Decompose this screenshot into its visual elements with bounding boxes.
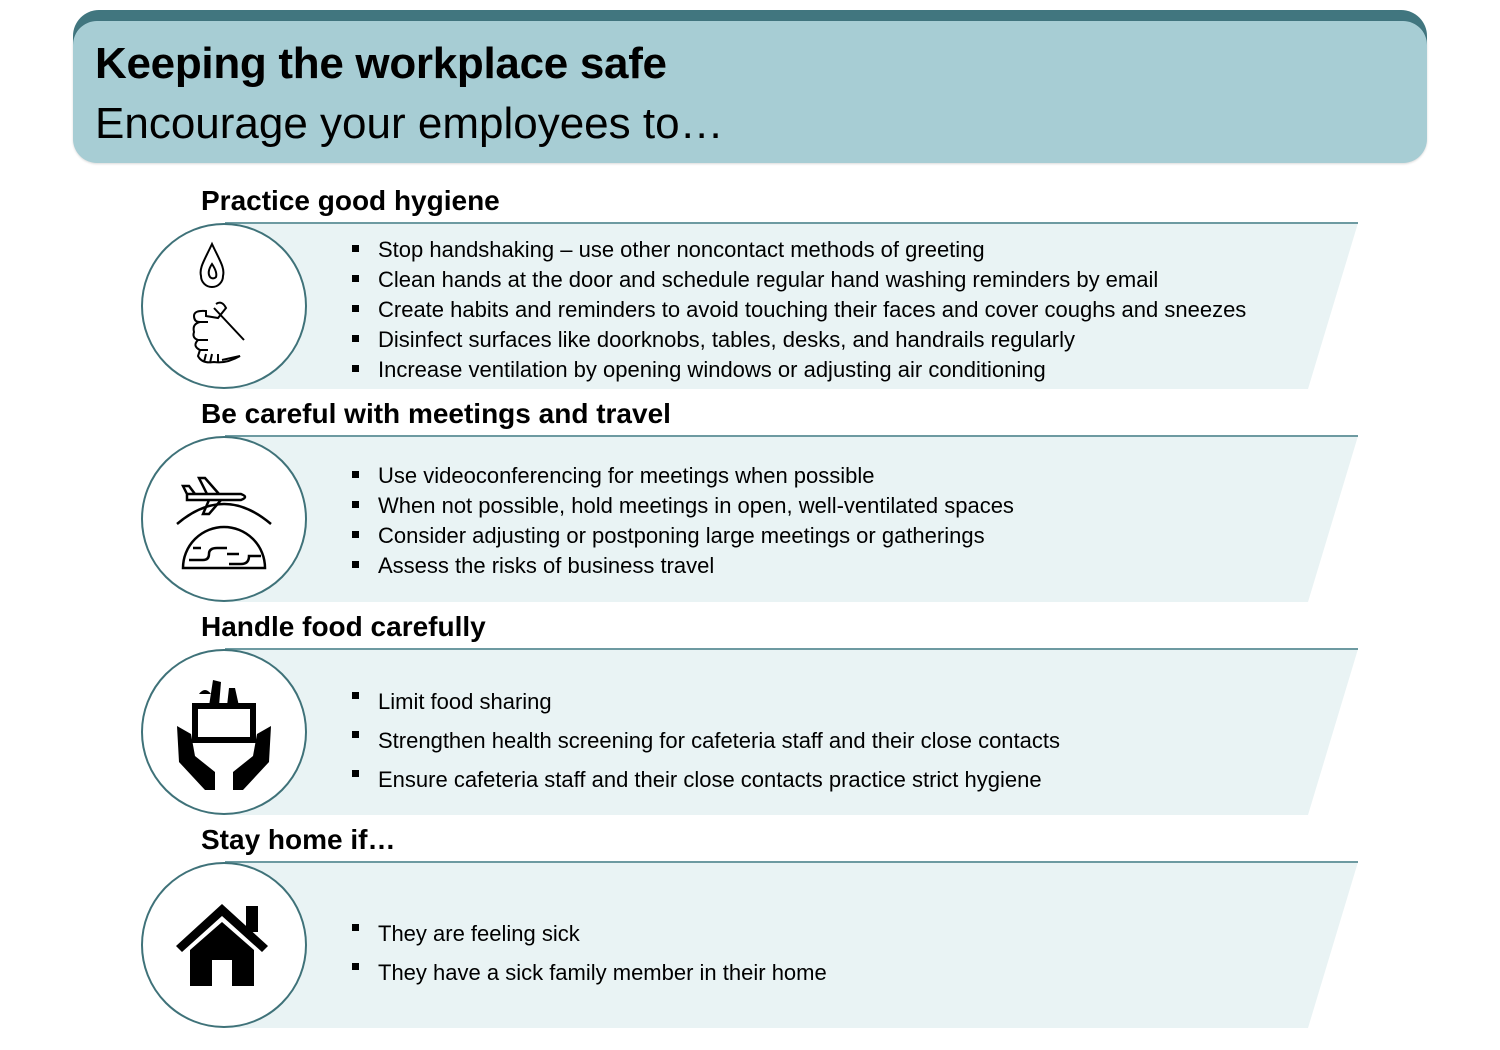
section-title: Stay home if… <box>201 824 396 855</box>
bullet-list: They are feeling sick They have a sick f… <box>352 914 827 992</box>
list-item: When not possible, hold meetings in open… <box>352 491 1014 521</box>
divider <box>225 648 1358 650</box>
section-food: Handle food carefully Limit food sharing… <box>0 611 1500 824</box>
section-stay-home: Stay home if… They are feeling sick They… <box>0 824 1500 1037</box>
list-item: Strengthen health screening for cafeteri… <box>352 721 1060 760</box>
food-hands-icon <box>141 649 307 815</box>
divider <box>225 435 1358 437</box>
list-item: They have a sick family member in their … <box>352 953 827 992</box>
section-hygiene: Practice good hygiene Stop handshaking –… <box>0 185 1500 398</box>
list-item: Clean hands at the door and schedule reg… <box>352 265 1246 295</box>
house-icon <box>141 862 307 1028</box>
divider <box>225 861 1358 863</box>
list-item: Ensure cafeteria staff and their close c… <box>352 760 1060 799</box>
list-item: Use videoconferencing for meetings when … <box>352 461 1014 491</box>
list-item: Consider adjusting or postponing large m… <box>352 521 1014 551</box>
section-band <box>225 649 1358 815</box>
section-band <box>225 862 1358 1028</box>
list-item: Limit food sharing <box>352 682 1060 721</box>
list-item: Assess the risks of business travel <box>352 551 1014 581</box>
list-item: Stop handshaking – use other noncontact … <box>352 235 1246 265</box>
list-item: Create habits and reminders to avoid tou… <box>352 295 1246 325</box>
bullet-list: Use videoconferencing for meetings when … <box>352 461 1014 581</box>
list-item: Disinfect surfaces like doorknobs, table… <box>352 325 1246 355</box>
divider <box>225 222 1358 224</box>
handwashing-icon <box>141 223 307 389</box>
airplane-globe-icon <box>141 436 307 602</box>
section-band <box>225 436 1358 602</box>
list-item: They are feeling sick <box>352 914 827 953</box>
page-title: Keeping the workplace safe <box>95 39 667 88</box>
page-subtitle: Encourage your employees to… <box>95 99 724 148</box>
bullet-list: Limit food sharing Strengthen health scr… <box>352 682 1060 799</box>
section-title: Handle food carefully <box>201 611 486 642</box>
section-band <box>225 223 1358 389</box>
header: Keeping the workplace safe Encourage you… <box>73 21 1427 163</box>
list-item: Increase ventilation by opening windows … <box>352 355 1246 385</box>
section-meetings-travel: Be careful with meetings and travel Use … <box>0 398 1500 611</box>
section-title: Practice good hygiene <box>201 185 500 216</box>
bullet-list: Stop handshaking – use other noncontact … <box>352 235 1246 385</box>
section-title: Be careful with meetings and travel <box>201 398 671 429</box>
